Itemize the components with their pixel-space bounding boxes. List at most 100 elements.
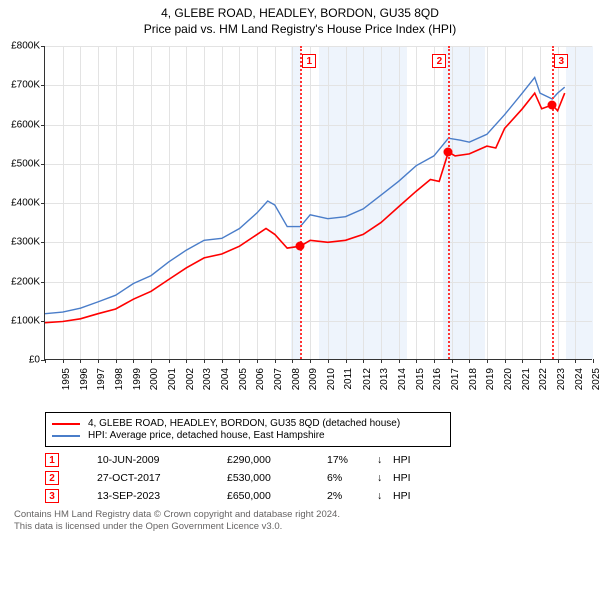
sale-vs-label: HPI bbox=[393, 454, 411, 466]
x-axis-label: 2018 bbox=[467, 368, 478, 390]
grid-line bbox=[45, 164, 592, 165]
sale-price: £290,000 bbox=[227, 454, 327, 466]
grid-line bbox=[45, 46, 592, 47]
sale-vs-label: HPI bbox=[393, 472, 411, 484]
x-tick bbox=[222, 359, 223, 363]
grid-line bbox=[310, 46, 311, 359]
x-tick bbox=[80, 359, 81, 363]
x-tick bbox=[116, 359, 117, 363]
sale-date: 27-OCT-2017 bbox=[97, 472, 227, 484]
x-axis-label: 2009 bbox=[308, 368, 319, 390]
x-tick bbox=[399, 359, 400, 363]
grid-line bbox=[328, 46, 329, 359]
y-axis-label: £800K bbox=[11, 41, 40, 52]
x-tick bbox=[204, 359, 205, 363]
x-tick bbox=[469, 359, 470, 363]
x-tick bbox=[434, 359, 435, 363]
grid-line bbox=[540, 46, 541, 359]
grid-line bbox=[399, 46, 400, 359]
sale-price: £650,000 bbox=[227, 490, 327, 502]
y-tick bbox=[41, 242, 45, 243]
legend-row: HPI: Average price, detached house, East… bbox=[52, 430, 444, 441]
grid-line bbox=[469, 46, 470, 359]
marker-dashed-line bbox=[448, 46, 450, 359]
legend-row: 4, GLEBE ROAD, HEADLEY, BORDON, GU35 8QD… bbox=[52, 418, 444, 429]
x-tick bbox=[452, 359, 453, 363]
footer-line: Contains HM Land Registry data © Crown c… bbox=[14, 509, 596, 521]
legend-swatch bbox=[52, 435, 80, 437]
x-tick bbox=[239, 359, 240, 363]
price-marker bbox=[548, 100, 557, 109]
x-tick bbox=[275, 359, 276, 363]
price-chart: £0£100K£200K£300K£400K£500K£600K£700K£80… bbox=[4, 40, 596, 410]
x-tick bbox=[257, 359, 258, 363]
x-axis-label: 2006 bbox=[255, 368, 266, 390]
legend-label: 4, GLEBE ROAD, HEADLEY, BORDON, GU35 8QD… bbox=[88, 418, 400, 429]
x-tick bbox=[505, 359, 506, 363]
marker-dashed-line bbox=[552, 46, 554, 359]
x-tick bbox=[593, 359, 594, 363]
plot-area: 123 bbox=[44, 46, 592, 360]
x-axis-label: 2008 bbox=[291, 368, 302, 390]
x-tick bbox=[416, 359, 417, 363]
grid-line bbox=[222, 46, 223, 359]
grid-line bbox=[575, 46, 576, 359]
x-axis-label: 2013 bbox=[379, 368, 390, 390]
sale-row: 313-SEP-2023£650,0002%↓HPI bbox=[45, 489, 545, 503]
x-tick bbox=[45, 359, 46, 363]
grid-line bbox=[416, 46, 417, 359]
x-axis-label: 2000 bbox=[149, 368, 160, 390]
grid-line bbox=[45, 125, 592, 126]
x-axis-label: 2007 bbox=[273, 368, 284, 390]
grid-line bbox=[434, 46, 435, 359]
x-axis-label: 1997 bbox=[96, 368, 107, 390]
sale-row: 110-JUN-2009£290,00017%↓HPI bbox=[45, 453, 545, 467]
grid-line bbox=[151, 46, 152, 359]
grid-line bbox=[45, 203, 592, 204]
y-axis-label: £700K bbox=[11, 80, 40, 91]
sale-row: 227-OCT-2017£530,0006%↓HPI bbox=[45, 471, 545, 485]
x-axis-label: 1999 bbox=[131, 368, 142, 390]
grid-line bbox=[116, 46, 117, 359]
x-axis-label: 2024 bbox=[573, 368, 584, 390]
x-tick bbox=[381, 359, 382, 363]
sale-flag: 1 bbox=[45, 453, 59, 467]
down-arrow-icon: ↓ bbox=[377, 490, 393, 502]
grid-line bbox=[169, 46, 170, 359]
y-axis-label: £500K bbox=[11, 158, 40, 169]
grid-line bbox=[45, 282, 592, 283]
y-axis-labels: £0£100K£200K£300K£400K£500K£600K£700K£80… bbox=[4, 40, 42, 360]
x-tick bbox=[522, 359, 523, 363]
grid-line bbox=[275, 46, 276, 359]
grid-line bbox=[45, 321, 592, 322]
x-tick bbox=[63, 359, 64, 363]
sale-pct: 17% bbox=[327, 454, 377, 466]
sale-price: £530,000 bbox=[227, 472, 327, 484]
sale-vs-label: HPI bbox=[393, 490, 411, 502]
x-axis-label: 2017 bbox=[450, 368, 461, 390]
x-axis-label: 2021 bbox=[520, 368, 531, 390]
y-axis-label: £300K bbox=[11, 237, 40, 248]
x-tick bbox=[540, 359, 541, 363]
price-marker bbox=[444, 147, 453, 156]
legend-label: HPI: Average price, detached house, East… bbox=[88, 430, 325, 441]
grid-line bbox=[63, 46, 64, 359]
x-tick bbox=[346, 359, 347, 363]
y-axis-label: £0 bbox=[29, 355, 40, 366]
y-axis-label: £400K bbox=[11, 198, 40, 209]
x-axis-label: 2022 bbox=[538, 368, 549, 390]
x-axis-label: 2016 bbox=[432, 368, 443, 390]
grid-line bbox=[346, 46, 347, 359]
down-arrow-icon: ↓ bbox=[377, 472, 393, 484]
sale-flag: 2 bbox=[45, 471, 59, 485]
x-tick bbox=[558, 359, 559, 363]
footer-line: This data is licensed under the Open Gov… bbox=[14, 521, 596, 533]
x-tick bbox=[310, 359, 311, 363]
grid-line bbox=[45, 242, 592, 243]
x-tick bbox=[151, 359, 152, 363]
x-tick bbox=[98, 359, 99, 363]
x-tick bbox=[133, 359, 134, 363]
grid-line bbox=[292, 46, 293, 359]
legend: 4, GLEBE ROAD, HEADLEY, BORDON, GU35 8QD… bbox=[45, 412, 451, 447]
x-tick bbox=[363, 359, 364, 363]
